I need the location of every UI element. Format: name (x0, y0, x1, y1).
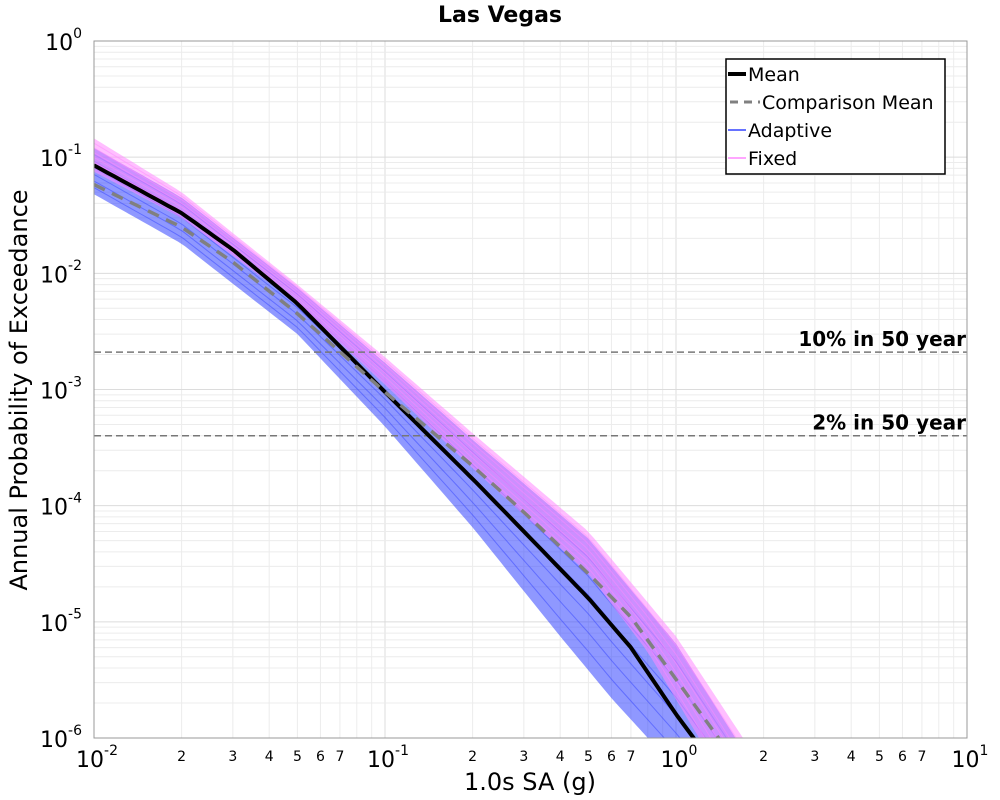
x-minor-tick-label: 2 (468, 749, 477, 765)
tick-base: 10 (40, 147, 68, 172)
series-line-comparison-mean (94, 183, 721, 738)
y-tick-label: 10-3 (40, 374, 82, 404)
x-minor-tick-label: 7 (626, 749, 635, 765)
band-curve-fixed (94, 142, 737, 738)
tick-base: 10 (40, 728, 68, 753)
y-axis-label: Annual Probability of Exceedance (5, 189, 33, 590)
tick-exponent: -4 (68, 491, 82, 507)
tick-exponent: -1 (395, 743, 409, 759)
tick-exponent: -1 (68, 142, 82, 158)
tick-base: 10 (76, 748, 104, 773)
x-tick-label: 101 (952, 743, 989, 773)
x-minor-tick-label: 5 (875, 749, 884, 765)
y-tick-label: 10-1 (40, 142, 82, 172)
tick-exponent: 0 (689, 743, 698, 759)
x-minor-tick-label: 4 (556, 749, 565, 765)
tick-exponent: 1 (980, 743, 989, 759)
tick-base: 10 (40, 263, 68, 288)
y-tick-label: 10-6 (40, 723, 82, 753)
legend-label: Adaptive (748, 120, 832, 142)
x-minor-tick-label: 3 (228, 749, 237, 765)
band-adaptive (94, 148, 736, 738)
reference-line-label: 10% in 50 year (798, 327, 966, 351)
x-minor-tick-label: 6 (316, 749, 325, 765)
tick-base: 10 (367, 748, 395, 773)
x-minor-tick-label: 2 (759, 749, 768, 765)
tick-base: 10 (40, 612, 68, 637)
band-curve-fixed (94, 152, 724, 738)
tick-exponent: -3 (68, 374, 82, 390)
x-minor-tick-label: 6 (898, 749, 907, 765)
tick-base: 10 (45, 31, 73, 56)
x-minor-tick-label: 7 (335, 749, 344, 765)
x-minor-tick-label: 3 (519, 749, 528, 765)
series-line-mean (94, 163, 697, 738)
y-tick-label: 10-2 (40, 258, 82, 288)
x-tick-label: 10-2 (76, 743, 118, 773)
legend-label: Mean (748, 64, 800, 86)
x-minor-tick-label: 5 (293, 749, 302, 765)
tick-base: 10 (40, 496, 68, 521)
tick-base: 10 (952, 748, 980, 773)
x-tick-label: 10-1 (367, 743, 409, 773)
chart-title: Las Vegas (438, 3, 562, 28)
y-tick-label: 10-4 (40, 491, 82, 521)
y-tick-label: 100 (45, 26, 82, 56)
band-layer (94, 138, 744, 738)
legend-box (725, 58, 946, 175)
band-curve-fixed (94, 147, 731, 738)
legend: Mean Comparison Mean Adaptive Fixed (725, 58, 946, 175)
plot-frame (93, 40, 968, 739)
tick-exponent: -2 (68, 258, 82, 274)
band-curve-adaptive (94, 180, 681, 738)
tick-exponent: 0 (73, 26, 82, 42)
x-minor-tick-label: 2 (177, 749, 186, 765)
band-curve-adaptive (94, 187, 665, 738)
x-axis-label: 1.0s SA (g) (464, 768, 596, 796)
tick-base: 10 (40, 380, 68, 405)
tick-exponent: -5 (68, 607, 82, 623)
axis-labels: 10-2 10-1 100 10110010-110-210-310-410-510-… (40, 26, 988, 773)
legend-label: Comparison Mean (762, 92, 934, 114)
x-minor-tick-label: 6 (607, 749, 616, 765)
x-minor-tick-label: 3 (810, 749, 819, 765)
series-layer (94, 163, 721, 738)
x-tick-label: 100 (661, 743, 698, 773)
x-minor-tick-label: 4 (847, 749, 856, 765)
y-tick-label: 10-5 (40, 607, 82, 637)
tick-exponent: -6 (68, 723, 82, 739)
tick-base: 10 (661, 748, 689, 773)
band-curve-fixed (94, 156, 718, 738)
x-minor-tick-label: 4 (265, 749, 274, 765)
legend-label: Fixed (748, 148, 797, 170)
tick-exponent: -2 (104, 743, 118, 759)
x-minor-tick-label: 5 (584, 749, 593, 765)
reference-lines: 10% in 50 year 2% in 50 year (94, 327, 967, 437)
x-minor-tick-label: 7 (917, 749, 926, 765)
reference-line-label: 2% in 50 year (812, 411, 966, 435)
